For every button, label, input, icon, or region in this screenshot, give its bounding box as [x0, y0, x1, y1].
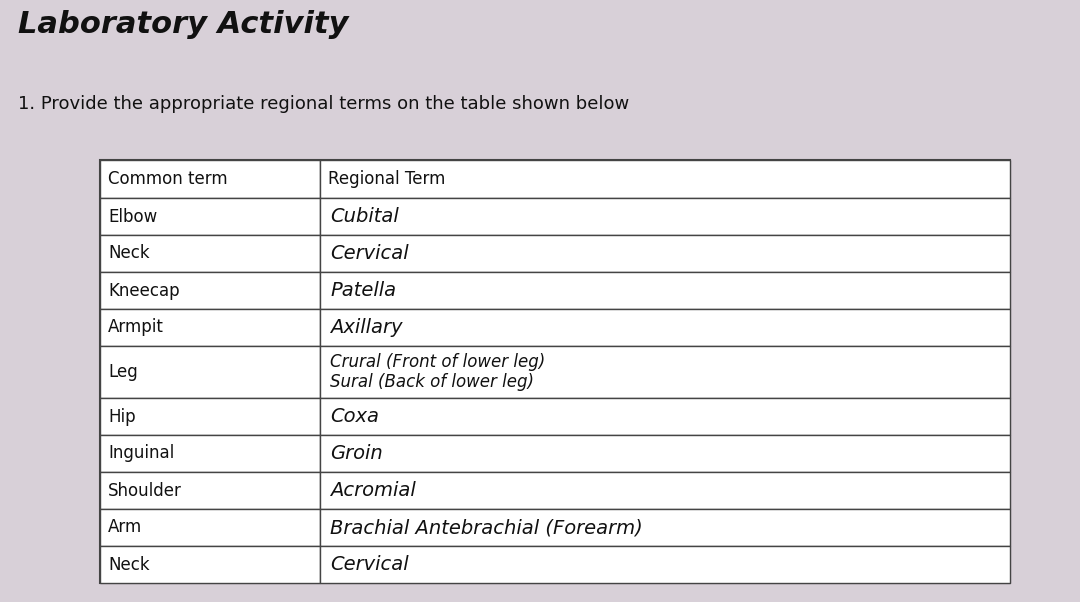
Bar — [100, 398, 320, 435]
Bar — [320, 435, 1010, 472]
Bar — [100, 509, 320, 546]
Text: Acromial: Acromial — [330, 481, 416, 500]
Text: Leg: Leg — [108, 363, 138, 381]
Bar — [320, 398, 1010, 435]
Text: Sural (Back of lower leg): Sural (Back of lower leg) — [330, 373, 534, 391]
Text: Armpit: Armpit — [108, 318, 164, 337]
Text: Patella: Patella — [330, 281, 396, 300]
Bar — [100, 546, 320, 583]
Text: Elbow: Elbow — [108, 208, 158, 226]
Text: Hip: Hip — [108, 408, 136, 426]
Bar — [100, 160, 320, 198]
Bar — [100, 272, 320, 309]
Text: Crural (Front of lower leg): Crural (Front of lower leg) — [330, 353, 545, 371]
Text: Cervical: Cervical — [330, 244, 408, 263]
Bar — [320, 509, 1010, 546]
Bar — [100, 346, 320, 398]
Text: Neck: Neck — [108, 244, 150, 262]
Bar — [100, 472, 320, 509]
Text: Neck: Neck — [108, 556, 150, 574]
Text: Kneecap: Kneecap — [108, 282, 179, 300]
Text: Coxa: Coxa — [330, 407, 379, 426]
Text: Regional Term: Regional Term — [328, 170, 445, 188]
Text: Groin: Groin — [330, 444, 382, 463]
Bar — [320, 546, 1010, 583]
Bar — [320, 309, 1010, 346]
Text: Brachial Antebrachial (Forearm): Brachial Antebrachial (Forearm) — [330, 518, 643, 537]
Text: Axillary: Axillary — [330, 318, 403, 337]
Text: Cervical: Cervical — [330, 555, 408, 574]
Text: Shoulder: Shoulder — [108, 482, 181, 500]
Bar — [100, 160, 1010, 583]
Bar — [100, 235, 320, 272]
Bar — [320, 272, 1010, 309]
Bar — [320, 472, 1010, 509]
Bar — [100, 435, 320, 472]
Bar — [320, 198, 1010, 235]
Bar — [320, 235, 1010, 272]
Text: Inguinal: Inguinal — [108, 444, 174, 462]
Bar — [100, 309, 320, 346]
Bar — [100, 198, 320, 235]
Bar — [320, 160, 1010, 198]
Text: 1. Provide the appropriate regional terms on the table shown below: 1. Provide the appropriate regional term… — [18, 95, 630, 113]
Text: Laboratory Activity: Laboratory Activity — [18, 10, 349, 39]
Text: Common term: Common term — [108, 170, 228, 188]
Bar — [320, 346, 1010, 398]
Text: Cubital: Cubital — [330, 207, 399, 226]
Text: Arm: Arm — [108, 518, 143, 536]
